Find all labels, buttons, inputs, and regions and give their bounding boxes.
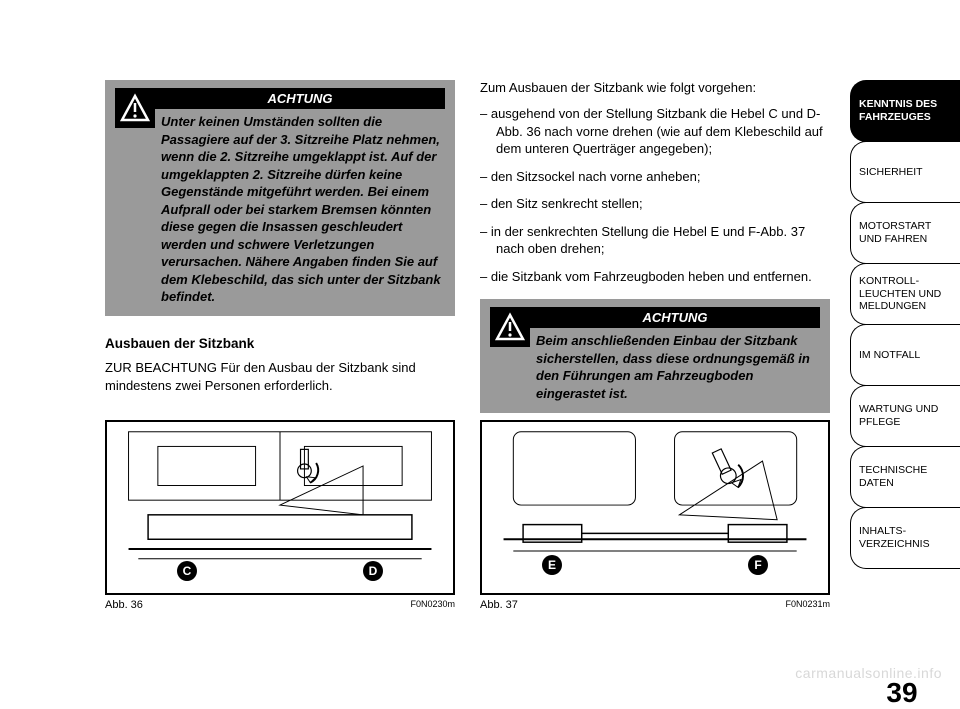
tab-label: SICHERHEIT xyxy=(859,166,923,179)
two-columns: ACHTUNG Unter keinen Umständen sollten d… xyxy=(105,80,830,433)
tab-label: KENNTNIS DES FAHRZEUGES xyxy=(859,98,952,123)
tab-label: KONTROLL-LEUCHTEN UND MELDUNGEN xyxy=(859,275,952,313)
warning-triangle-icon xyxy=(490,307,530,347)
tab-kenntnis[interactable]: KENNTNIS DES FAHRZEUGES xyxy=(850,80,960,142)
figure-code: F0N0231m xyxy=(785,599,830,611)
figure-code: F0N0230m xyxy=(410,599,455,611)
tab-label: WARTUNG UND PFLEGE xyxy=(859,403,952,428)
warning-triangle-icon xyxy=(115,88,155,128)
tab-motorstart[interactable]: MOTORSTART UND FAHREN xyxy=(850,202,960,264)
tab-notfall[interactable]: IM NOTFALL xyxy=(850,324,960,386)
warning-label: ACHTUNG xyxy=(155,88,445,109)
tab-label: IM NOTFALL xyxy=(859,349,920,362)
warning-box-left: ACHTUNG Unter keinen Umständen sollten d… xyxy=(105,80,455,316)
warning-header: ACHTUNG Beim anschließenden Einbau der S… xyxy=(490,307,820,402)
figure-36-caption: Abb. 36 F0N0230m xyxy=(105,599,455,611)
figures-row: C D Abb. 36 F0N0230m xyxy=(105,420,830,611)
warning-label-row: ACHTUNG Beim anschließenden Einbau der S… xyxy=(530,307,820,402)
list-item: die Sitzbank vom Fahrzeugboden heben und… xyxy=(480,268,830,286)
tab-sicherheit[interactable]: SICHERHEIT xyxy=(850,141,960,203)
figure-letter-c: C xyxy=(177,561,197,581)
tab-inhalts[interactable]: INHALTS-VERZEICHNIS xyxy=(850,507,960,569)
figure-37-caption: Abb. 37 F0N0231m xyxy=(480,599,830,611)
warning-box-right: ACHTUNG Beim anschließenden Einbau der S… xyxy=(480,299,830,412)
paragraph: ZUR BEACHTUNG Für den Ausbau der Sitzban… xyxy=(105,359,455,394)
figure-label: Abb. 37 xyxy=(480,599,518,611)
figure-letter-d: D xyxy=(363,561,383,581)
tab-kontroll[interactable]: KONTROLL-LEUCHTEN UND MELDUNGEN xyxy=(850,263,960,325)
figure-36: C D Abb. 36 F0N0230m xyxy=(105,420,455,611)
subheading: Ausbauen der Sitzbank xyxy=(105,336,455,351)
tab-label: MOTORSTART UND FAHREN xyxy=(859,220,952,245)
list-item: den Sitz senkrecht stellen; xyxy=(480,195,830,213)
watermark-text: carmanualsonline.info xyxy=(795,665,942,681)
bullet-list: ausgehend von der Stellung Sitzbank die … xyxy=(480,105,830,285)
figure-37: E F Abb. 37 F0N0231m xyxy=(480,420,830,611)
tab-wartung[interactable]: WARTUNG UND PFLEGE xyxy=(850,385,960,447)
left-column: ACHTUNG Unter keinen Umständen sollten d… xyxy=(105,80,455,433)
list-item: in der senkrechten Stellung die Hebel E … xyxy=(480,223,830,258)
warning-text-right: Beim anschließenden Einbau der Sitzbank … xyxy=(530,332,820,402)
figure-36-image: C D xyxy=(105,420,455,595)
warning-label-row: ACHTUNG Unter keinen Umständen sollten d… xyxy=(155,88,445,306)
intro-line: Zum Ausbauen der Sitzbank wie folgt vorg… xyxy=(480,80,830,95)
figure-label: Abb. 36 xyxy=(105,599,143,611)
tab-label: INHALTS-VERZEICHNIS xyxy=(859,525,952,550)
side-tabs: KENNTNIS DES FAHRZEUGES SICHERHEIT MOTOR… xyxy=(850,80,960,640)
figure-letter-f: F xyxy=(748,555,768,575)
warning-text-left: Unter keinen Umständen sollten die Passa… xyxy=(155,113,445,306)
tab-technische[interactable]: TECHNISCHE DATEN xyxy=(850,446,960,508)
warning-header: ACHTUNG Unter keinen Umständen sollten d… xyxy=(115,88,445,306)
warning-label: ACHTUNG xyxy=(530,307,820,328)
figure-letter-e: E xyxy=(542,555,562,575)
page-number: 39 xyxy=(852,677,952,709)
content-area: ACHTUNG Unter keinen Umständen sollten d… xyxy=(105,80,830,433)
list-item: den Sitzsockel nach vorne anheben; xyxy=(480,168,830,186)
tab-label: TECHNISCHE DATEN xyxy=(859,464,952,489)
manual-page: ACHTUNG Unter keinen Umständen sollten d… xyxy=(0,0,960,709)
right-column: Zum Ausbauen der Sitzbank wie folgt vorg… xyxy=(480,80,830,433)
list-item: ausgehend von der Stellung Sitzbank die … xyxy=(480,105,830,158)
figure-37-image: E F xyxy=(480,420,830,595)
